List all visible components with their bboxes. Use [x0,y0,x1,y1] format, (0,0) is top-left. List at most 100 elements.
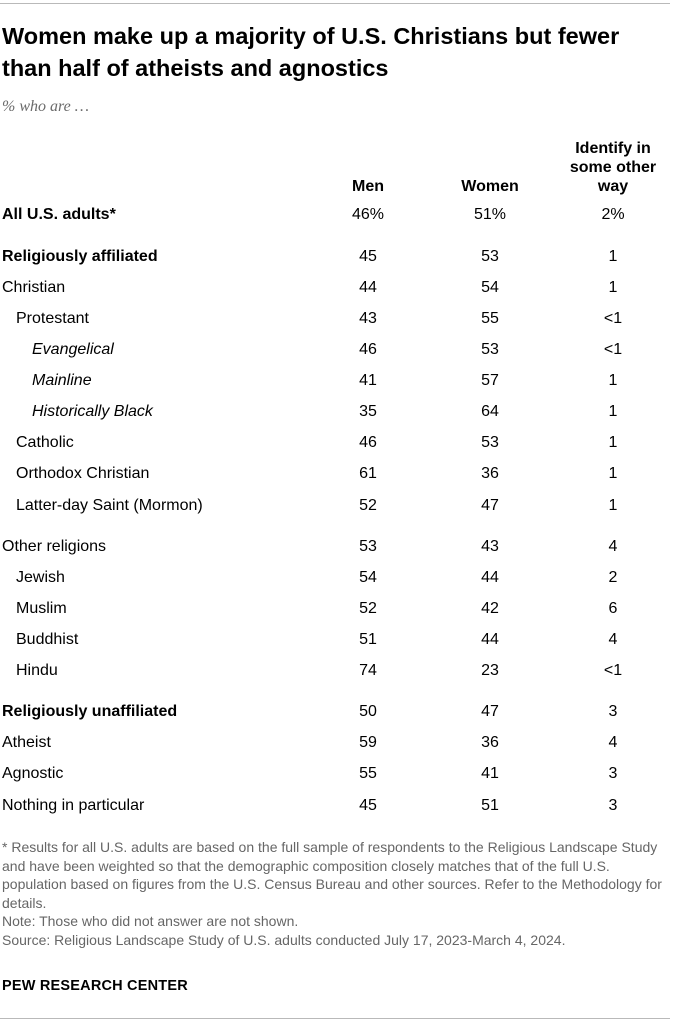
top-rule [0,3,670,4]
women-value: 53 [481,434,499,451]
other-value: 3 [608,797,618,814]
chart-title: Women make up a majority of U.S. Christi… [2,23,620,81]
women-value: 53 [481,248,499,265]
row-label: Historically Black [32,403,153,420]
table-row: Mainline 41 57 1 [0,372,675,396]
men-value: 41 [359,372,377,389]
other-value: 3 [608,703,618,720]
women-value: 23 [481,662,499,679]
source-text: Source: Religious Landscape Study of U.S… [2,931,566,948]
table-row: Christian 44 54 1 [0,279,675,303]
row-label: Muslim [16,600,67,617]
women-value: 42 [481,600,499,617]
row-label: Protestant [16,310,89,327]
row-label: Mainline [32,372,92,389]
men-value: 51 [359,631,377,648]
column-header-other: Identify in some other way [569,140,657,195]
note-text: Note: Those who did not answer are not s… [2,913,299,929]
women-value: 43 [481,538,499,555]
table-row: Atheist 59 36 4 [0,734,675,758]
table-row: Latter-day Saint (Mormon) 52 47 1 [0,497,675,521]
women-value: 64 [481,403,499,420]
row-label: Catholic [16,434,74,451]
women-value: 41 [481,765,499,782]
men-value: 52 [359,497,377,514]
table-row: Other religions 53 43 4 [0,538,675,562]
row-label: Jewish [16,569,65,586]
other-value: 4 [608,538,618,555]
row-label: Agnostic [2,765,64,782]
women-value: 55 [481,310,499,327]
row-label: Religiously unaffiliated [2,703,178,720]
women-value: 47 [481,497,499,514]
women-value: 36 [481,465,499,482]
women-value: 53 [481,341,499,358]
women-value: 51% [473,206,507,223]
column-header-men: Men [352,178,384,195]
men-value: 61 [359,465,377,482]
women-value: 36 [481,734,499,751]
asterisk-note: * Results for all U.S. adults are based … [2,839,662,911]
row-label: Evangelical [32,341,114,358]
table-row: Protestant 43 55 <1 [0,310,675,334]
other-value: 4 [608,734,618,751]
men-value: 45 [359,248,377,265]
table-row: Buddhist 51 44 4 [0,631,675,655]
other-value: 2 [608,569,618,586]
men-value: 55 [359,765,377,782]
row-label: Buddhist [16,631,79,648]
other-value: 6 [608,600,618,617]
other-value: 1 [608,279,618,296]
men-value: 44 [359,279,377,296]
other-value: 1 [608,372,618,389]
other-value: <1 [603,662,623,679]
other-value: 2% [601,206,625,223]
row-label: Orthodox Christian [16,465,150,482]
chart-subtitle: % who are … [2,98,89,115]
other-value: <1 [603,341,623,358]
women-value: 47 [481,703,499,720]
other-value: 1 [608,465,618,482]
women-value: 57 [481,372,499,389]
table-row: Jewish 54 44 2 [0,569,675,593]
men-value: 35 [359,403,377,420]
table-row: Hindu 74 23 <1 [0,662,675,686]
men-value: 46 [359,434,377,451]
table-row: Evangelical 46 53 <1 [0,341,675,365]
row-label: Nothing in particular [2,797,145,814]
other-value: 1 [608,248,618,265]
table-row: Religiously unaffiliated 50 47 3 [0,703,675,727]
men-value: 45 [359,797,377,814]
bottom-rule [0,1018,670,1019]
table-row: All U.S. adults* 46% 51% 2% [0,206,675,230]
brand-logo-text: PEW RESEARCH CENTER [2,978,188,994]
table-row: Nothing in particular 45 51 3 [0,797,675,821]
other-value: <1 [603,310,623,327]
other-value: 1 [608,497,618,514]
men-value: 59 [359,734,377,751]
men-value: 46% [351,206,385,223]
row-label: Christian [2,279,66,296]
men-value: 74 [359,662,377,679]
table-row: Religiously affiliated 45 53 1 [0,248,675,272]
table-row: Muslim 52 42 6 [0,600,675,624]
table-row: Orthodox Christian 61 36 1 [0,465,675,489]
row-label: Religiously affiliated [2,248,158,265]
table-row: Agnostic 55 41 3 [0,765,675,789]
women-value: 44 [481,569,499,586]
men-value: 46 [359,341,377,358]
footnotes: * Results for all U.S. adults are based … [2,838,670,949]
row-label: Latter-day Saint (Mormon) [16,497,203,514]
row-label: Hindu [16,662,58,679]
data-table: All U.S. adults* 46% 51% 2% Religiously affi… [0,206,675,821]
other-value: 3 [608,765,618,782]
other-value: 4 [608,631,618,648]
men-value: 54 [359,569,377,586]
men-value: 52 [359,600,377,617]
women-value: 51 [481,797,499,814]
women-value: 44 [481,631,499,648]
row-label: Other religions [2,538,107,555]
row-label: All U.S. adults* [2,206,116,223]
other-value: 1 [608,403,618,420]
women-value: 54 [481,279,499,296]
